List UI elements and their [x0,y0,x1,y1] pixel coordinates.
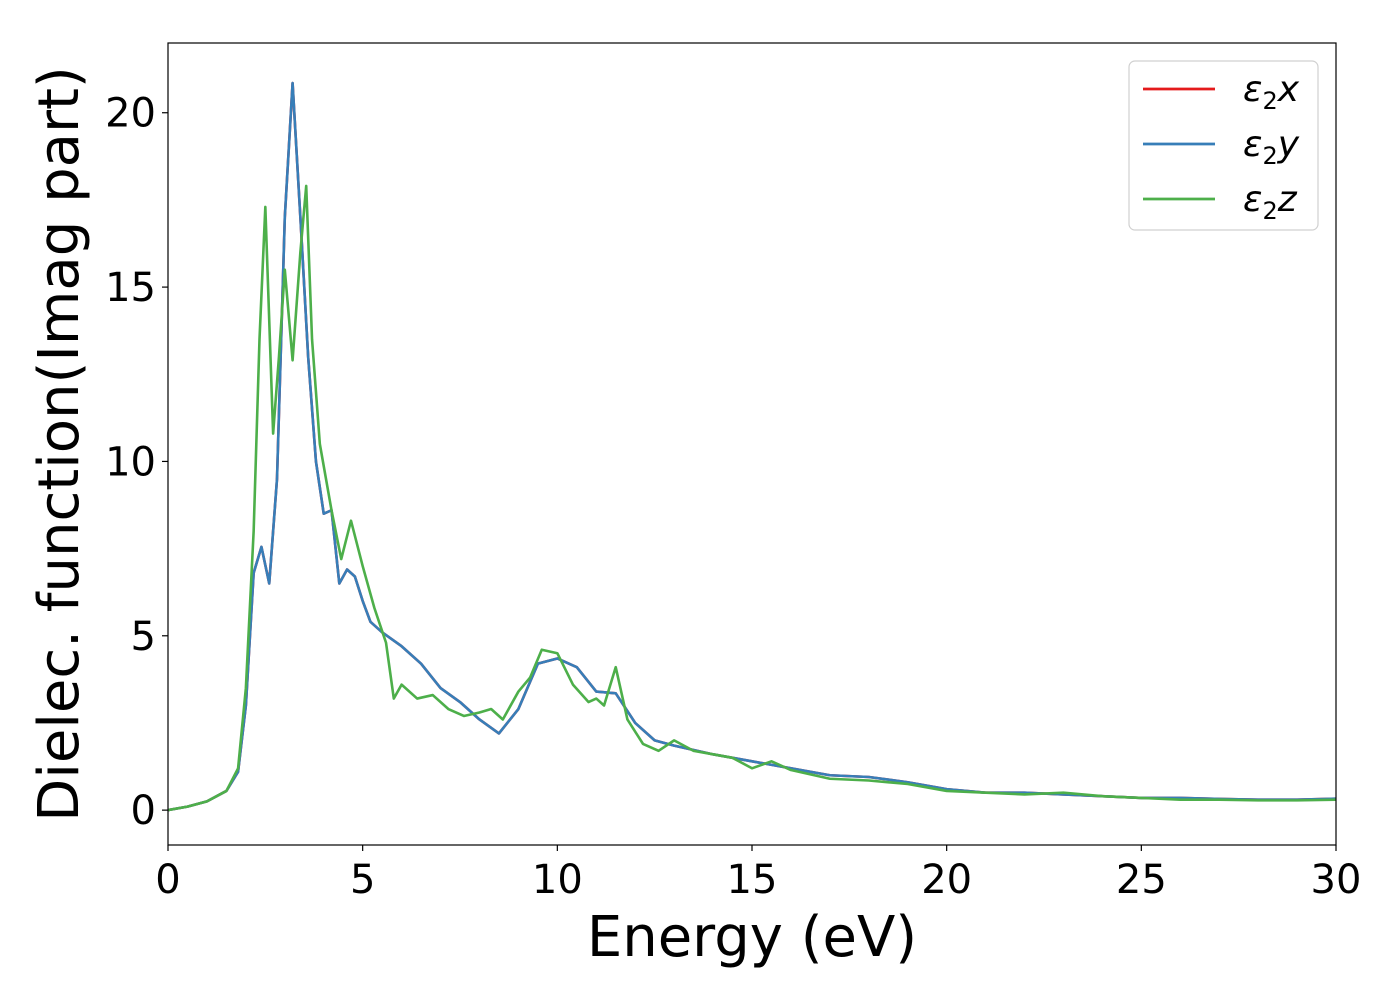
tick-layer: 0 5 10 15 20 25 30 0 5 10 15 20 [105,91,1361,903]
legend-label-z: ε2z [1243,179,1298,225]
legend-subscript: 2 [1262,87,1277,115]
legend-subscript: 2 [1262,197,1277,225]
legend-variable: x [1277,69,1300,110]
x-tick-label: 20 [921,857,972,903]
legend-symbol: ε [1243,69,1262,110]
legend-label-x: ε2x [1243,69,1300,115]
legend-symbol: ε [1243,179,1262,220]
x-tick-label: 25 [1116,857,1167,903]
series-line-z [168,184,1336,812]
legend-symbol: ε [1243,124,1262,165]
y-tick-label: 20 [105,91,156,137]
y-tick-label: 0 [131,788,156,834]
y-tick-label: 5 [131,614,156,660]
legend-label-y: ε2y [1243,124,1300,170]
y-axis-label: Dielec. function(Imag part) [27,66,92,822]
y-tick-label: 15 [105,265,156,311]
x-axis-label: Energy (eV) [587,905,917,970]
legend-box [1128,60,1319,231]
legend-variable: z [1277,179,1298,220]
legend-variable: y [1277,124,1300,165]
legend-subscript: 2 [1262,142,1277,170]
x-tick-label: 5 [350,857,375,903]
x-tick-label: 10 [532,857,583,903]
x-tick-label: 15 [727,857,778,903]
series-layer [168,81,1336,812]
y-tick-label: 10 [105,439,156,485]
x-tick-label: 0 [155,857,180,903]
x-tick-label: 30 [1311,857,1362,903]
